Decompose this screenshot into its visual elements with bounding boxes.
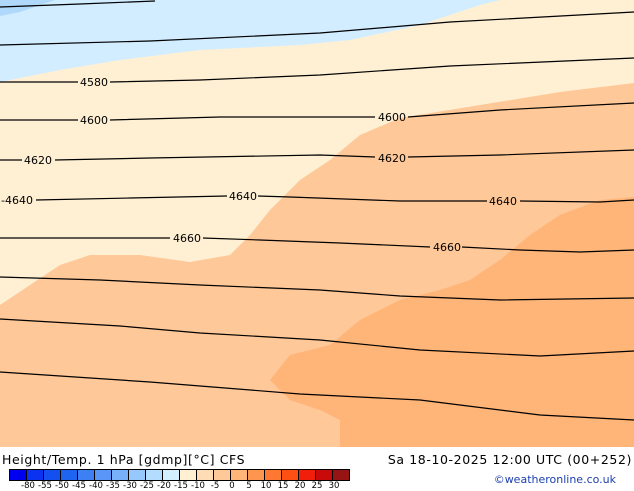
colorbar-cell xyxy=(332,469,350,481)
weather-map: 4580 4600 4600 4620 4620 -4640 4640 4640… xyxy=(0,0,634,447)
colorbar-tick-label: 10 xyxy=(260,481,272,491)
contour-line xyxy=(0,57,634,83)
temp-zone-warm xyxy=(270,197,634,447)
colorbar-cell xyxy=(315,469,333,481)
colorbar-tick-label: 20 xyxy=(294,481,306,491)
contour-label: 4660 xyxy=(173,232,201,245)
contour-label: 4660 xyxy=(433,241,461,254)
colorbar-cell xyxy=(196,469,214,481)
colorbar-tick-label: 5 xyxy=(246,481,252,491)
colorbar-tick-label: -80 xyxy=(21,481,35,491)
contour-line xyxy=(0,149,634,161)
contour-line xyxy=(0,276,634,301)
colorbar-cell xyxy=(179,469,197,481)
colorbar-cell xyxy=(281,469,299,481)
colorbar-cell xyxy=(77,469,95,481)
colorbar-cell xyxy=(162,469,180,481)
temp-zone-cold xyxy=(0,0,500,82)
contour-line xyxy=(0,371,634,421)
colorbar-cell xyxy=(247,469,265,481)
contour-label: 4600 xyxy=(378,111,406,124)
colorbar-cell xyxy=(230,469,248,481)
colorbar-tick-label: -25 xyxy=(140,481,154,491)
colorbar-tick-label: -50 xyxy=(55,481,69,491)
credit-link[interactable]: ©weatheronline.co.uk xyxy=(493,473,616,486)
colorbar-tick-label: -45 xyxy=(72,481,86,491)
contour-label: 4600 xyxy=(80,114,108,127)
colorbar-cell xyxy=(60,469,78,481)
contour-labels: 4580 4600 4600 4620 4620 -4640 4640 4640… xyxy=(1,76,517,254)
colorbar-tick-label: 25 xyxy=(311,481,323,491)
colorbar-tick-label: -20 xyxy=(157,481,171,491)
colorbar-cell xyxy=(94,469,112,481)
contour-line xyxy=(0,102,634,121)
contour-label: 4620 xyxy=(378,152,406,165)
colorbar-cell xyxy=(43,469,61,481)
colorbar-tick-label: -30 xyxy=(123,481,137,491)
colorbar-cell xyxy=(264,469,282,481)
temp-zone-very-cold xyxy=(0,0,55,16)
colorbar-tick-label: -55 xyxy=(38,481,52,491)
height-contours xyxy=(0,0,634,421)
colorbar-cell xyxy=(145,469,163,481)
contour-label: 4620 xyxy=(24,154,52,167)
colorbar-cell xyxy=(111,469,129,481)
map-footer: Height/Temp. 1 hPa [gdmp][°C] CFS Sa 18-… xyxy=(0,447,634,491)
colorbar-cell xyxy=(213,469,231,481)
colorbar-tick-label: -5 xyxy=(210,481,220,491)
colorbar-tick-label: -40 xyxy=(89,481,103,491)
contour-label: 4580 xyxy=(80,76,108,89)
contour-line xyxy=(0,318,634,357)
contour-line xyxy=(0,0,156,8)
colorbar-labels: -80 -55 -50 -45 -40 -35 -30 -25 -20 -15 -10 -5 0 5 10 1… xyxy=(0,481,370,491)
temperature-colorbar xyxy=(9,469,350,481)
colorbar-tick-label: -15 xyxy=(174,481,188,491)
contour-label: 4640 xyxy=(489,195,517,208)
colorbar-tick-label: 15 xyxy=(277,481,289,491)
colorbar-tick-label: -35 xyxy=(106,481,120,491)
colorbar-cell xyxy=(298,469,316,481)
forecast-datetime: Sa 18-10-2025 12:00 UTC (00+252) xyxy=(387,452,632,467)
colorbar-cell xyxy=(9,469,27,481)
map-title: Height/Temp. 1 hPa [gdmp][°C] CFS xyxy=(2,452,246,467)
colorbar-tick-label: 30 xyxy=(328,481,340,491)
contour-label: 4640 xyxy=(229,190,257,203)
colorbar-cell xyxy=(26,469,44,481)
colorbar-tick-label: -10 xyxy=(191,481,205,491)
contour-line xyxy=(35,195,634,203)
contour-label: -4640 xyxy=(1,194,33,207)
contour-line xyxy=(0,11,634,46)
contour-line xyxy=(0,237,634,253)
colorbar-cell xyxy=(128,469,146,481)
colorbar-tick-label: 0 xyxy=(229,481,235,491)
